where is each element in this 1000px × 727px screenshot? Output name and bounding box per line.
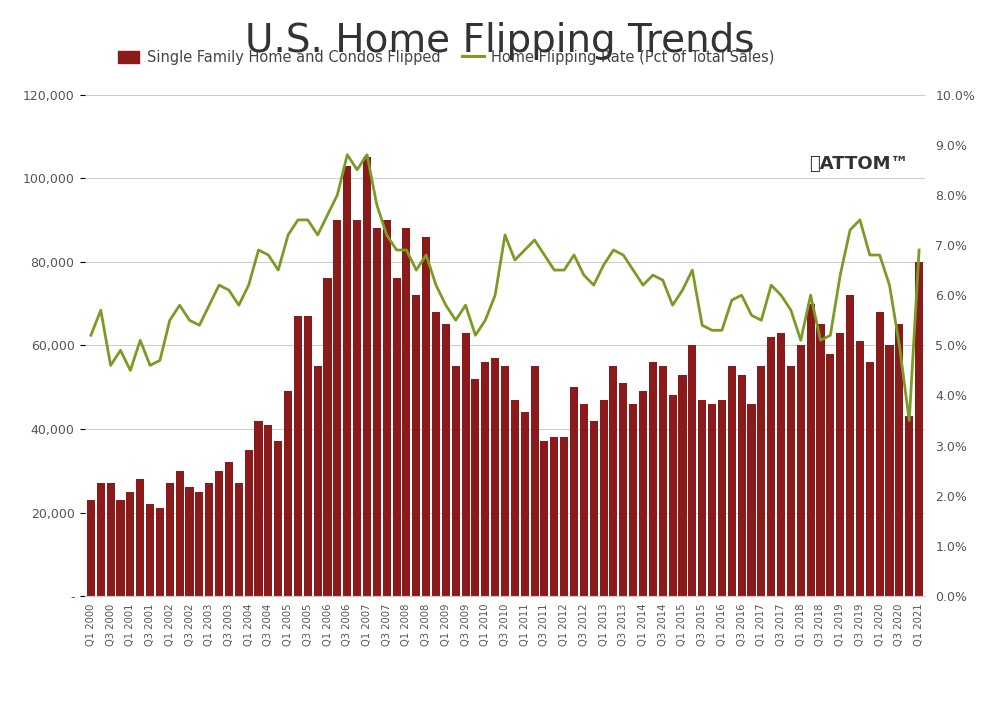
Text: U.S. Home Flipping Trends: U.S. Home Flipping Trends (245, 22, 755, 60)
Bar (116, 500, 125, 596)
Bar (797, 345, 805, 596)
Legend: Single Family Home and Condos Flipped, Home Flipping Rate (Pct of Total Sales): Single Family Home and Condos Flipped, H… (112, 44, 781, 71)
Bar (540, 441, 548, 596)
Bar (205, 483, 213, 596)
Bar (422, 236, 430, 596)
Bar (550, 437, 558, 596)
Bar (757, 366, 765, 596)
Text: 🏀ATTOM™: 🏀ATTOM™ (809, 155, 908, 173)
Bar (314, 366, 322, 596)
Bar (609, 366, 617, 596)
Bar (235, 483, 243, 596)
Bar (87, 500, 95, 596)
Bar (728, 366, 736, 596)
Bar (353, 220, 361, 596)
Bar (816, 324, 825, 596)
Bar (363, 157, 371, 596)
Bar (678, 374, 687, 596)
Bar (885, 345, 894, 596)
Bar (176, 471, 184, 596)
Bar (718, 400, 726, 596)
Bar (373, 228, 381, 596)
Bar (126, 491, 134, 596)
Bar (107, 483, 115, 596)
Bar (521, 412, 529, 596)
Bar (136, 479, 144, 596)
Bar (649, 362, 657, 596)
Bar (225, 462, 233, 596)
Bar (393, 278, 401, 596)
Bar (156, 508, 164, 596)
Bar (619, 383, 627, 596)
Bar (146, 505, 154, 596)
Bar (432, 312, 440, 596)
Bar (383, 220, 391, 596)
Bar (294, 316, 302, 596)
Bar (185, 487, 194, 596)
Bar (274, 441, 282, 596)
Bar (333, 220, 341, 596)
Bar (491, 358, 499, 596)
Bar (856, 341, 864, 596)
Bar (195, 491, 203, 596)
Bar (807, 303, 815, 596)
Bar (767, 337, 775, 596)
Bar (402, 228, 410, 596)
Bar (698, 400, 706, 596)
Bar (452, 366, 460, 596)
Bar (570, 387, 578, 596)
Bar (876, 312, 884, 596)
Bar (708, 403, 716, 596)
Bar (915, 262, 923, 596)
Bar (580, 403, 588, 596)
Bar (304, 316, 312, 596)
Bar (836, 333, 844, 596)
Bar (166, 483, 174, 596)
Bar (245, 450, 253, 596)
Bar (531, 366, 539, 596)
Bar (639, 391, 647, 596)
Bar (590, 420, 598, 596)
Bar (659, 366, 667, 596)
Bar (412, 295, 420, 596)
Bar (264, 425, 272, 596)
Bar (600, 400, 608, 596)
Bar (481, 362, 489, 596)
Bar (511, 400, 519, 596)
Bar (501, 366, 509, 596)
Bar (669, 395, 677, 596)
Bar (471, 379, 479, 596)
Bar (826, 353, 834, 596)
Bar (747, 403, 756, 596)
Bar (284, 391, 292, 596)
Bar (462, 333, 470, 596)
Bar (787, 366, 795, 596)
Bar (560, 437, 568, 596)
Bar (846, 295, 854, 596)
Bar (215, 471, 223, 596)
Bar (323, 278, 332, 596)
Bar (97, 483, 105, 596)
Bar (442, 324, 450, 596)
Bar (254, 420, 263, 596)
Bar (866, 362, 874, 596)
Bar (688, 345, 696, 596)
Bar (343, 166, 351, 596)
Bar (738, 374, 746, 596)
Bar (777, 333, 785, 596)
Bar (629, 403, 637, 596)
Bar (895, 324, 903, 596)
Bar (905, 417, 913, 596)
